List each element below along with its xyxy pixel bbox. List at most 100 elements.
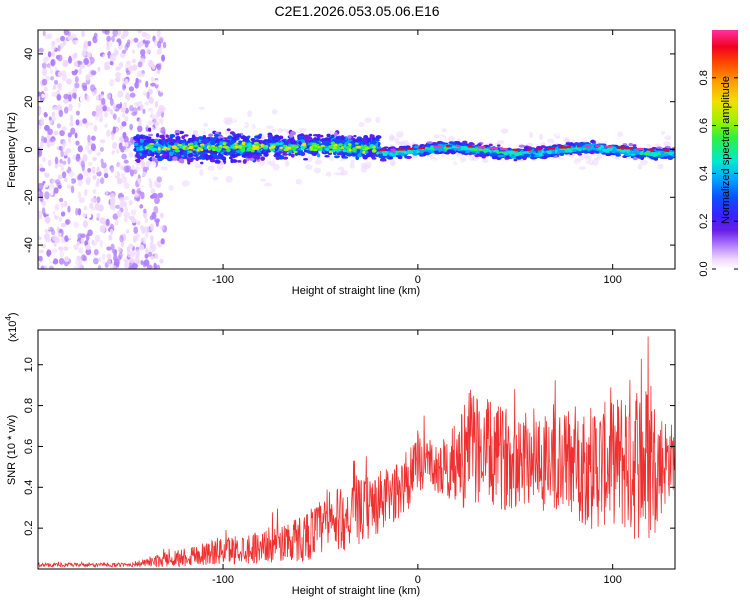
spectrogram-cell	[91, 45, 95, 52]
spectrogram-cell	[126, 94, 131, 101]
spectrogram-cell	[323, 114, 329, 121]
spectrogram-cell	[226, 165, 232, 171]
spectrogram-cell	[56, 226, 60, 232]
spectrogram-cell	[91, 197, 98, 204]
spectrogram-cell	[314, 159, 323, 165]
spectrogram-cell	[577, 145, 581, 148]
spectrogram-cell	[303, 137, 310, 143]
spectrogram-cell	[318, 147, 323, 150]
spectrogram-cell	[574, 142, 580, 146]
spectrogram-cell	[291, 146, 297, 150]
spectrogram-cell	[142, 108, 146, 115]
spectrogram-cell	[306, 150, 310, 154]
spectrogram-cell	[48, 265, 55, 269]
spectrogram-cell	[61, 144, 66, 151]
spectrogram-cell	[172, 156, 178, 161]
spectrogram-cell	[75, 110, 80, 116]
spectrogram-cell	[196, 149, 200, 152]
spectrogram-cell	[116, 103, 122, 109]
spectrogram-cell	[278, 150, 283, 155]
spectrogram-cell	[270, 121, 276, 126]
spectrogram-cell	[303, 134, 309, 138]
spectrogram-cell	[118, 136, 125, 142]
spectrogram-cell	[67, 231, 73, 239]
spectrogram-cell	[89, 202, 94, 209]
spectrogram-cell	[518, 144, 526, 148]
spectrogram-cell	[41, 62, 47, 69]
spectrogram-cell	[136, 140, 141, 144]
spectrogram-cell	[51, 111, 56, 118]
spectrogram-cell	[92, 175, 97, 180]
spectrogram-cell	[663, 156, 669, 160]
spectrogram-cell	[604, 145, 613, 148]
spectrogram-cell	[67, 137, 72, 144]
spectrogram-cell	[344, 141, 349, 146]
spectrogram-cell	[552, 153, 556, 156]
spectrogram-cell	[153, 205, 159, 214]
spectrogram-cell	[367, 127, 372, 133]
spectrogram-cell	[60, 222, 67, 228]
spectrogram-cell	[70, 178, 77, 184]
spectrogram-cell	[136, 259, 141, 265]
spectrogram-cell	[197, 136, 204, 140]
spectrogram-cell	[88, 30, 94, 39]
spectrogram-cell	[491, 155, 498, 160]
spectrogram-cell	[112, 30, 118, 37]
spectrogram-cell	[629, 151, 635, 155]
spectrogram-cell	[131, 111, 137, 117]
spectrogram-xlabel: Height of straight line (km)	[292, 285, 420, 297]
spectrogram-cell	[47, 51, 52, 58]
spectrogram-cell	[75, 207, 79, 216]
spectrogram-cell	[99, 217, 105, 224]
spectrogram-cell	[42, 30, 46, 37]
spectrogram-cell	[200, 161, 204, 165]
spectrogram-cell	[65, 219, 70, 225]
spectrogram-cell	[576, 150, 580, 154]
spectrogram-cell	[306, 155, 313, 162]
spectrogram-cell	[305, 164, 313, 170]
spectrogram-cell	[157, 144, 163, 148]
spectrogram-cell	[82, 154, 88, 162]
spectrogram-cell	[643, 148, 649, 151]
spectrogram-cell	[67, 205, 71, 213]
spectrogram-cell	[90, 135, 96, 141]
spectrogram-cell	[96, 46, 102, 54]
spectrogram-cell	[530, 153, 535, 157]
spectrogram-cells	[38, 30, 675, 269]
spectrogram-cell	[51, 84, 57, 90]
colorbar-tick-label: 0.6	[698, 118, 710, 133]
spectrogram-cell	[562, 158, 570, 164]
spectrogram-cell	[577, 153, 583, 156]
snr-ytick-label: 0.6	[23, 439, 35, 454]
spectrogram-cell	[660, 130, 666, 135]
spectrogram-cell	[67, 157, 71, 165]
spectrogram-cell	[250, 172, 256, 179]
spectrogram-cell	[282, 130, 287, 135]
spectrogram-cell	[168, 141, 175, 145]
spectrogram-cell	[38, 47, 44, 53]
spectrogram-cell	[70, 185, 75, 194]
spectrogram-cell	[519, 131, 528, 138]
snr-ylabel: SNR (10 * v/v)	[6, 415, 18, 485]
spectrogram-cell	[621, 139, 629, 144]
spectrogram-cell	[330, 173, 339, 181]
spectrogram-cell	[38, 255, 43, 262]
spectrogram-cell	[77, 145, 83, 153]
spectrogram-cell	[87, 40, 92, 47]
spectrogram-cell	[628, 142, 634, 147]
spectrogram-cell	[131, 58, 137, 64]
spectrogram-cell	[160, 166, 169, 171]
spectrogram-cell	[518, 155, 523, 158]
spectrogram-cell	[194, 141, 198, 145]
spectrogram-cell	[663, 141, 672, 147]
spectrogram-cell	[82, 213, 87, 218]
spectrogram-cell	[199, 169, 204, 176]
spectrogram-cell	[396, 150, 404, 153]
spectrogram-cell	[39, 249, 44, 254]
spectrogram-cell	[598, 150, 604, 154]
spectrogram-cell	[98, 117, 104, 123]
spectrogram-cell	[104, 64, 111, 71]
spectrogram-cell	[217, 135, 224, 140]
spectrogram-cell	[160, 238, 165, 245]
spectrogram-cell	[150, 76, 154, 82]
